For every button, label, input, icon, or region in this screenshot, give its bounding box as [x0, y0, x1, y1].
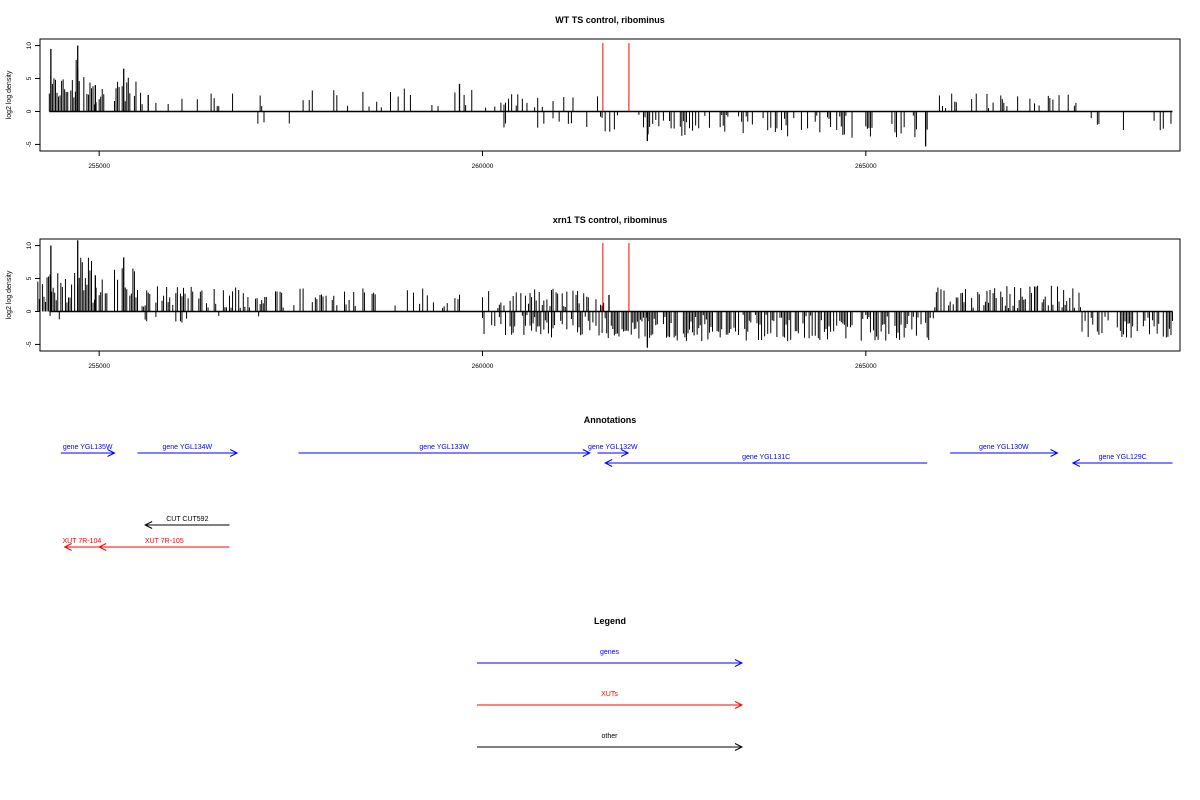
y-tick-label: 10	[26, 42, 33, 50]
feature-arrowhead	[1071, 459, 1081, 467]
x-tick-label: 265000	[855, 163, 877, 170]
y-tick-label: 10	[26, 242, 33, 250]
x-tick-label: 260000	[472, 363, 494, 370]
y-tick-label: 5	[26, 276, 33, 280]
feature-label: gene YGL134W	[162, 444, 212, 451]
feature-label: gene YGL131C	[742, 454, 790, 461]
feature-arrow: gene YGL133W	[298, 444, 591, 457]
legend-item-other: other	[477, 733, 744, 751]
feature-label: gene YGL133W	[419, 444, 469, 451]
density-bars	[48, 45, 1172, 147]
feature-arrowhead	[229, 449, 239, 457]
y-tick-label: -5	[26, 341, 33, 347]
x-tick-label: 255000	[88, 163, 110, 170]
legend-arrowhead	[734, 659, 744, 667]
annotations-title: Annotations	[584, 415, 637, 425]
feature-label: CUT CUT592	[166, 516, 208, 523]
feature-arrow: XUT 7R-104	[63, 538, 102, 551]
legend-title: Legend	[594, 616, 626, 626]
feature-arrow: CUT CUT592	[144, 516, 230, 529]
feature-label: gene YGL132W	[588, 444, 638, 451]
y-axis-label-xrn1: log2 log density	[6, 270, 13, 319]
y-tick-label: 5	[26, 76, 33, 80]
legend-arrowhead	[734, 743, 744, 751]
legend-label: genes	[600, 649, 620, 656]
xrn1-density-panel: xrn1 TS control, ribominus log2 log dens…	[6, 215, 1181, 370]
x-tick-label: 255000	[88, 363, 110, 370]
legend-label: other	[602, 733, 619, 740]
panel-title-xrn1: xrn1 TS control, ribominus	[553, 215, 668, 225]
feature-label: gene YGL130W	[979, 444, 1029, 451]
plot-frame	[39, 238, 1181, 352]
feature-label: XUT 7R-105	[145, 538, 184, 545]
y-tick-label: 0	[26, 309, 33, 313]
x-tick-label: 260000	[472, 163, 494, 170]
legend-item-genes: genes	[477, 649, 744, 667]
x-tick-label: 265000	[855, 363, 877, 370]
y-axis-label-wt: log2 log density	[6, 70, 13, 119]
feature-arrow: gene YGL134W	[137, 444, 239, 457]
feature-arrowhead	[582, 449, 591, 457]
feature-arrowhead	[604, 459, 613, 467]
feature-arrowhead	[620, 449, 630, 457]
feature-arrow: gene YGL129C	[1071, 454, 1173, 467]
wt-density-panel: WT TS control, ribominus log2 log densit…	[6, 15, 1181, 170]
feature-arrow: XUT 7R-105	[98, 538, 230, 551]
y-tick-label: 0	[26, 109, 33, 113]
plot-frame	[39, 38, 1181, 152]
legend: Legend genes XUTs other	[477, 616, 744, 751]
legend-label: XUTs	[601, 691, 618, 698]
feature-arrow: gene YGL131C	[604, 454, 928, 467]
panel-title-wt: WT TS control, ribominus	[555, 15, 665, 25]
feature-label: gene YGL129C	[1099, 454, 1147, 461]
feature-arrowhead	[144, 521, 153, 529]
feature-arrowhead	[107, 449, 116, 457]
feature-arrowhead	[98, 543, 107, 551]
feature-arrowhead	[63, 543, 72, 551]
y-tick-label: -5	[26, 141, 33, 147]
density-bars	[37, 240, 1173, 348]
feature-arrowhead	[1050, 449, 1059, 457]
legend-item-xuts: XUTs	[477, 691, 744, 709]
feature-label: gene YGL135W	[63, 444, 113, 451]
feature-arrow: gene YGL132W	[588, 444, 638, 457]
legend-arrowhead	[734, 701, 744, 709]
annotations-track: Annotations gene YGL135W gene YGL134W gene…	[60, 415, 1173, 551]
feature-arrow: gene YGL130W	[950, 444, 1059, 457]
feature-arrow: gene YGL135W	[60, 444, 116, 457]
feature-label: XUT 7R-104	[63, 538, 102, 545]
